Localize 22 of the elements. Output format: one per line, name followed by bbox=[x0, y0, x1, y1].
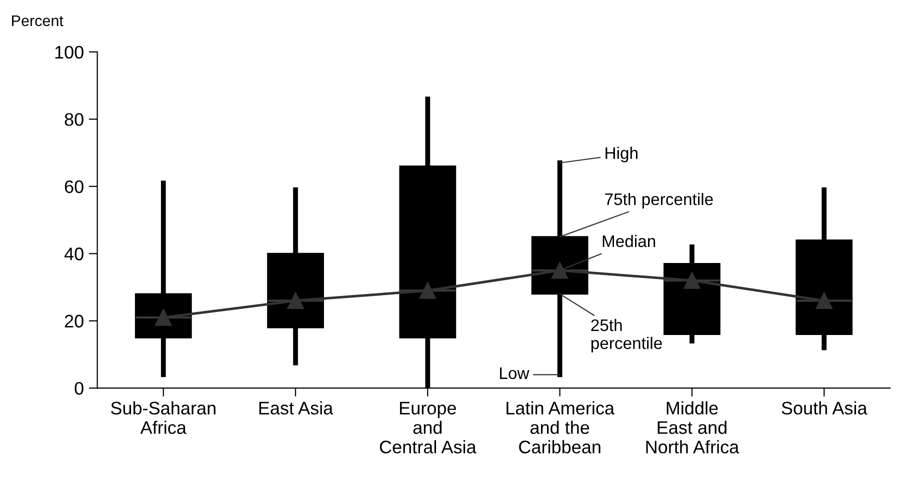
point bbox=[287, 292, 304, 310]
annotation: Median bbox=[602, 234, 656, 248]
y-tick-label: 100 bbox=[55, 46, 84, 59]
x-tick-label: Latin America and the Caribbean bbox=[506, 401, 615, 454]
x-tick-label: South Asia bbox=[782, 401, 868, 415]
y-tick-label: 60 bbox=[64, 180, 84, 194]
annotation: Low bbox=[500, 367, 530, 380]
x-tick-label: Europe and Central Asia bbox=[380, 402, 476, 454]
y-tick-label: 80 bbox=[64, 113, 84, 126]
y-tick-label: 40 bbox=[64, 248, 84, 260]
y-axis-title: Percent bbox=[12, 15, 64, 26]
y-tick-label: 0 bbox=[74, 382, 84, 395]
point bbox=[419, 282, 436, 299]
x-tick-label: East Asia bbox=[259, 401, 334, 415]
x-tick-label: Sub-Saharan Africa bbox=[111, 401, 216, 434]
point bbox=[816, 292, 832, 310]
annotation: 25th percentile bbox=[591, 318, 662, 352]
annotation: High bbox=[606, 146, 638, 162]
annotation: 75th percentile bbox=[605, 192, 713, 208]
y-tick-label: 20 bbox=[64, 314, 84, 328]
x-tick-label: Middle East and North Africa bbox=[646, 401, 740, 454]
point bbox=[684, 272, 700, 289]
